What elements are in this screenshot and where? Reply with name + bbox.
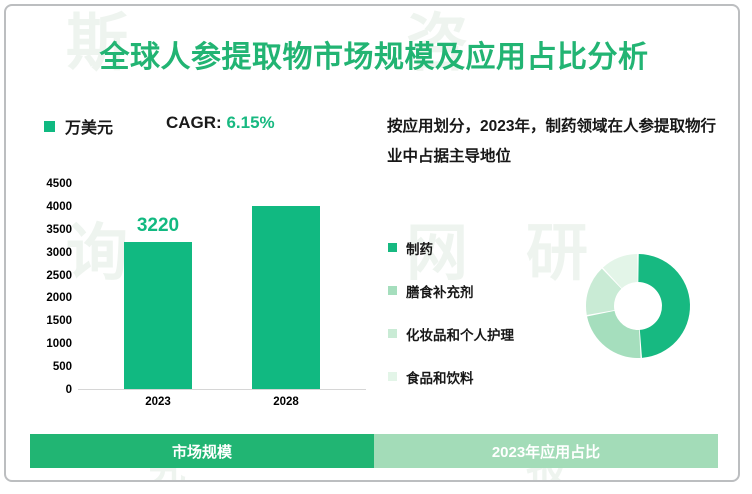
bar-chart-plot-area: 3220 2023 2028	[78, 184, 366, 408]
legend-item-label: 食品和饮料	[406, 370, 474, 386]
legend-item-label: 化妆品和个人护理	[406, 327, 514, 343]
bar-value-label: 3220	[136, 214, 180, 236]
legend-item-2[interactable]: 化妆品和个人护理	[388, 312, 558, 355]
y-axis-tick-label: 1000	[46, 338, 72, 351]
legend-item-label: 膳食补充剂	[406, 284, 474, 300]
page-title: 全球人参提取物市场规模及应用占比分析	[99, 41, 649, 74]
legend-swatch-icon	[44, 120, 55, 132]
legend-swatch-icon	[388, 243, 397, 252]
bar-2028[interactable]	[252, 205, 320, 389]
y-axis-tick-label: 3000	[46, 246, 72, 259]
y-axis-tick-label: 3500	[46, 223, 72, 236]
bar-chart-y-axis: 4500 4000 3500 3000 2500 2000 1500 1000 500 0	[24, 178, 72, 396]
legend-swatch-icon	[388, 372, 397, 381]
bar-column[interactable]	[124, 241, 192, 389]
bar-chart-baseline	[78, 389, 366, 390]
legend-item-3[interactable]: 食品和饮料	[388, 355, 558, 398]
legend-item-label: 制药	[406, 241, 433, 257]
y-axis-tick-label: 0	[65, 384, 72, 396]
chart-tabs[interactable]: 市场规模 2023年应用占比	[30, 434, 718, 468]
donut-segment-2[interactable]	[586, 268, 622, 316]
y-axis-tick-label: 2000	[46, 292, 72, 305]
legend-swatch-icon	[388, 329, 397, 338]
donut-segment-0[interactable]	[638, 254, 691, 358]
y-axis-tick-label: 4500	[46, 178, 72, 190]
tab-market-size[interactable]: 市场规模	[30, 434, 374, 468]
bar-2023[interactable]	[124, 241, 192, 389]
donut-segment-1[interactable]	[587, 310, 641, 358]
cagr-label: CAGR: 6.15%	[166, 113, 275, 133]
donut-segment-3[interactable]	[602, 254, 638, 289]
cagr-value: 6.15%	[226, 113, 275, 132]
y-axis-tick-label: 1500	[46, 315, 72, 328]
legend-swatch-icon	[388, 286, 397, 295]
tab-application-share[interactable]: 2023年应用占比	[374, 434, 718, 468]
unit-legend: 万美元	[44, 114, 113, 138]
application-description: 按应用划分，2023年，制药领域在人参提取物行业中占据主导地位	[387, 118, 716, 165]
y-axis-tick-label: 4000	[46, 200, 72, 213]
application-share-donut-chart	[584, 252, 692, 360]
market-size-bar-chart: 4500 4000 3500 3000 2500 2000 1500 1000 500 0 322…	[24, 178, 369, 416]
y-axis-tick-label: 500	[52, 361, 72, 374]
legend-item-1[interactable]: 膳食补充剂	[388, 269, 558, 312]
legend-item-0[interactable]: 制药	[388, 226, 558, 269]
y-axis-tick-label: 2500	[46, 269, 72, 282]
infographic-card: 斯 咨 询 网 研 究 报 全球人参提取物市场规模及应用占比分析 万美元 CAG…	[4, 4, 740, 482]
application-share-legend: 制药膳食补充剂化妆品和个人护理 食品和饮料	[388, 226, 558, 398]
cagr-prefix: CAGR:	[166, 113, 227, 132]
x-axis-label-2028: 2028	[273, 396, 299, 408]
bar-column[interactable]	[252, 205, 320, 389]
x-axis-label-2023: 2023	[145, 396, 171, 408]
unit-legend-label: 万美元	[65, 120, 114, 137]
